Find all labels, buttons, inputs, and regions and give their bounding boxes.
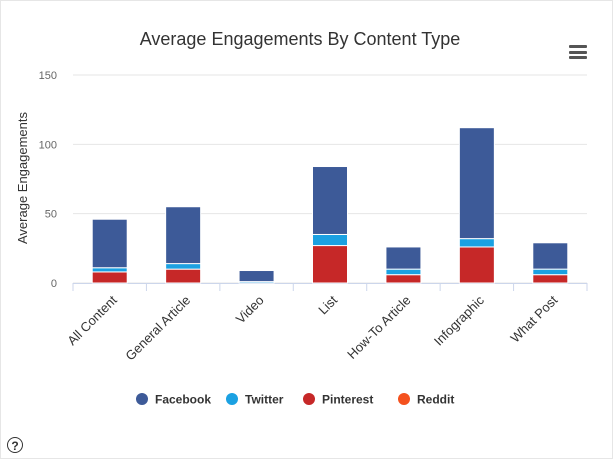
legend-label: Facebook (155, 393, 211, 407)
bar-twitter-6[interactable] (532, 268, 569, 276)
y-tick-label: 150 (39, 70, 57, 82)
x-tick-label: List (315, 292, 340, 317)
legend-label: Twitter (245, 393, 284, 407)
bar-pinterest-4[interactable] (385, 274, 422, 284)
chart-title: Average Engagements By Content Type (140, 29, 461, 49)
x-tick-label: All Content (64, 292, 120, 348)
legend-marker (303, 393, 315, 405)
y-tick-labels: 0 50 100 150 (39, 70, 57, 290)
x-tick-label: What Post (507, 292, 560, 345)
bar-facebook-6[interactable] (532, 242, 569, 270)
x-tick-label: How-To Article (344, 293, 413, 362)
bar-facebook-3[interactable] (312, 166, 348, 235)
legend-marker (226, 393, 238, 405)
bar-facebook-2[interactable] (238, 270, 275, 283)
bar-twitter-1[interactable] (165, 263, 202, 270)
y-tick-label: 100 (39, 139, 57, 151)
legend-label: Pinterest (322, 393, 373, 407)
bar-pinterest-3[interactable] (312, 245, 348, 284)
bar-pinterest-1[interactable] (165, 268, 202, 284)
legend-item-pinterest[interactable]: Pinterest (303, 393, 373, 407)
x-tick-label: Infographic (431, 292, 487, 348)
bar-twitter-0[interactable] (91, 267, 128, 273)
legend-item-reddit[interactable]: Reddit (398, 393, 454, 407)
bar-facebook-4[interactable] (385, 246, 422, 270)
bar-twitter-3[interactable] (312, 233, 348, 247)
y-tick-label: 0 (51, 278, 57, 290)
legend[interactable]: Facebook Twitter Pinterest Reddit (136, 393, 454, 407)
legend-marker (136, 393, 148, 405)
bar-twitter-5[interactable] (458, 238, 495, 248)
x-tick-label: Video (233, 293, 267, 327)
bar-pinterest-6[interactable] (532, 274, 569, 284)
legend-item-facebook[interactable]: Facebook (136, 393, 211, 407)
legend-item-twitter[interactable]: Twitter (226, 393, 284, 407)
bar-pinterest-5[interactable] (458, 246, 495, 284)
bar-facebook-0[interactable] (91, 218, 128, 269)
y-tick-label: 50 (45, 209, 57, 221)
help-icon[interactable]: ? (7, 437, 23, 453)
x-tick-labels: All Content General Article Video List How-T… (64, 292, 560, 363)
legend-label: Reddit (417, 393, 454, 407)
bars (91, 127, 569, 284)
bar-pinterest-0[interactable] (91, 271, 128, 284)
bar-twitter-4[interactable] (385, 268, 422, 276)
hamburger-menu-icon[interactable] (569, 45, 587, 59)
gridlines (72, 74, 588, 291)
x-tick-label: General Article (122, 293, 193, 364)
y-axis-label: Average Engagements (15, 111, 30, 244)
bar-facebook-1[interactable] (165, 206, 202, 265)
bar-facebook-5[interactable] (458, 127, 495, 240)
legend-marker (398, 393, 410, 405)
